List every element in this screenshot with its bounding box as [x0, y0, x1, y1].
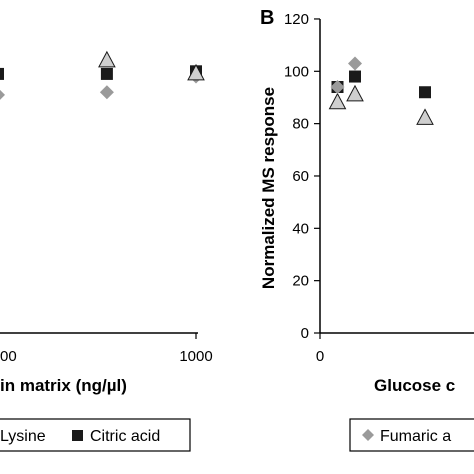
panel-a-legend-box: [0, 418, 191, 452]
panel-b-y-tick-label: 60: [292, 168, 309, 185]
panel-b-points: [328, 56, 434, 125]
panel-b-point-square: [419, 86, 431, 99]
panel-a: 00 1000 in matrix (ng/µl) Lysine Citric a…: [0, 50, 213, 452]
panel-b-y-tick-label: 100: [284, 63, 309, 80]
legend-marker-fumaric-acid: [362, 429, 374, 441]
panel-b-point-triangle: [346, 84, 364, 102]
panel-b-point-triangle: [416, 108, 434, 125]
panel-b: B 0 20 40 60 80 100 120 0 Normalized MS respon…: [259, 7, 474, 452]
panel-b-y-tick-label: 80: [292, 116, 309, 133]
panel-a-point-triangle: [187, 63, 205, 81]
panel-b-legend-box: [349, 418, 474, 452]
panel-a-x-ticks: 00 1000: [0, 333, 213, 365]
legend-marker-citric-acid: [72, 430, 83, 441]
panel-b-legend: Fumaric a: [349, 418, 474, 452]
panel-b-x-ticks: 0: [316, 333, 324, 365]
panel-b-y-tick-label: 0: [301, 325, 309, 342]
panel-a-point-triangle: [98, 50, 116, 68]
legend-label-fumaric-acid: Fumaric a: [380, 428, 451, 445]
panel-b-point-triangle: [328, 92, 347, 110]
panel-a-points: [0, 50, 205, 100]
panel-a-x-axis-title: in matrix (ng/µl): [0, 376, 127, 395]
panel-b-y-tick-label: 120: [284, 11, 309, 28]
panel-b-y-tick-label: 40: [292, 220, 309, 237]
panel-a-legend: Lysine Citric acid: [0, 418, 191, 452]
panel-b-x-axis-title: Glucose c: [374, 376, 455, 395]
panel-b-label: B: [260, 7, 274, 29]
panel-b-y-tick-label: 20: [292, 273, 309, 290]
panel-a-point-diamond: [99, 85, 114, 100]
panel-a-point-diamond: [0, 89, 5, 100]
panel-b-x-tick-label: 0: [316, 348, 324, 365]
panel-b-y-axis-title: Normalized MS response: [259, 87, 278, 289]
panel-a-point-square: [0, 67, 4, 80]
legend-label-citric-acid: Citric acid: [90, 428, 160, 445]
panel-b-point-diamond: [330, 80, 345, 95]
panel-b-point-square: [349, 70, 361, 83]
panel-a-x-tick-label: 1000: [179, 348, 212, 365]
panel-b-point-diamond: [348, 56, 362, 71]
legend-label-lysine: Lysine: [0, 428, 46, 445]
panel-a-point-square: [100, 67, 113, 80]
panel-b-y-ticks: 0 20 40 60 80 100 120: [284, 11, 320, 342]
panel-a-x-tick-label: 00: [0, 348, 17, 365]
